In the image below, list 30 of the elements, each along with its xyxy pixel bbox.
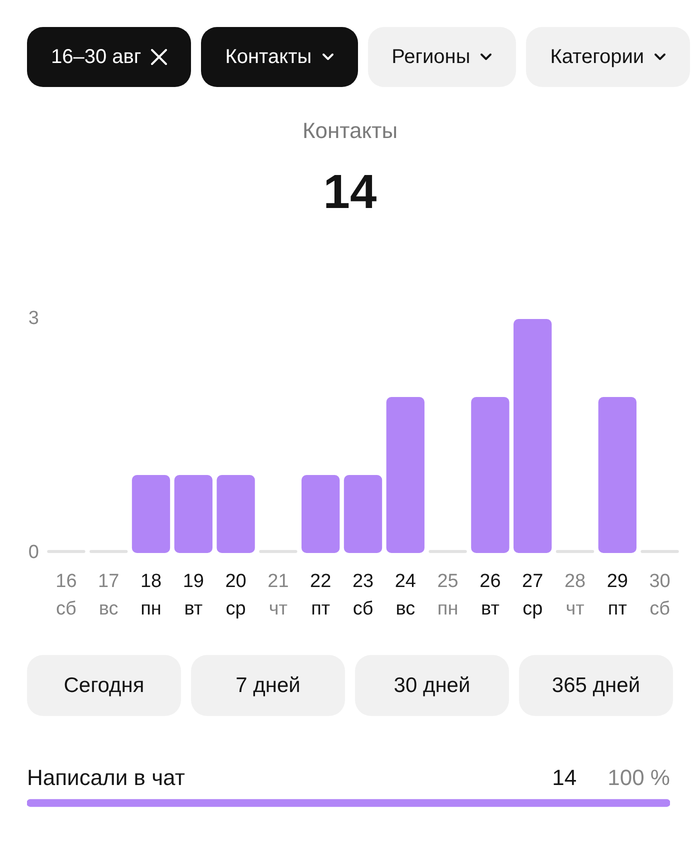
x-tick-label: 20 ср xyxy=(225,571,246,620)
x-tick-label: 18 пн xyxy=(140,571,162,620)
x-tick-label: 23 сб xyxy=(352,571,374,620)
period-button: 30 дней xyxy=(355,655,509,716)
x-tick-label: 25 пн xyxy=(437,571,458,620)
x-tick-label: 26 вт xyxy=(480,571,501,620)
x-tick-label: 19 вт xyxy=(182,571,204,620)
period-button: 365 дней xyxy=(519,655,673,716)
chart-subtitle: 14 xyxy=(322,165,378,221)
x-tick-label: 28 чт xyxy=(564,571,586,620)
x-tick-label: 22 пт xyxy=(310,571,332,620)
period-button: 7 дней xyxy=(191,655,345,716)
x-tick-label: 16 сб xyxy=(56,571,77,620)
filter-chip: Категории xyxy=(526,27,690,87)
filter-chip: 16–30 авг xyxy=(27,27,192,87)
x-tick-label: 21 чт xyxy=(268,571,289,620)
x-tick-label: 17 вс xyxy=(98,571,120,620)
annotation: 100 % xyxy=(608,765,670,790)
x-tick-label: 29 пт xyxy=(606,571,628,620)
x-tick-label: 30 сб xyxy=(649,571,670,620)
x-tick-label: 24 вс xyxy=(394,571,416,620)
filter-chip: Регионы xyxy=(368,27,516,87)
period-button: Сегодня xyxy=(27,655,181,716)
x-tick-label: 27 ср xyxy=(522,571,544,620)
chart-title: Контакты xyxy=(301,117,399,145)
annotation: 14 xyxy=(552,765,577,790)
y-tick-label: 3 xyxy=(28,308,39,330)
y-tick-label: 0 xyxy=(28,542,39,564)
y-tick-label: Написали в чат xyxy=(27,765,185,790)
filter-chip: Контакты xyxy=(201,27,358,87)
